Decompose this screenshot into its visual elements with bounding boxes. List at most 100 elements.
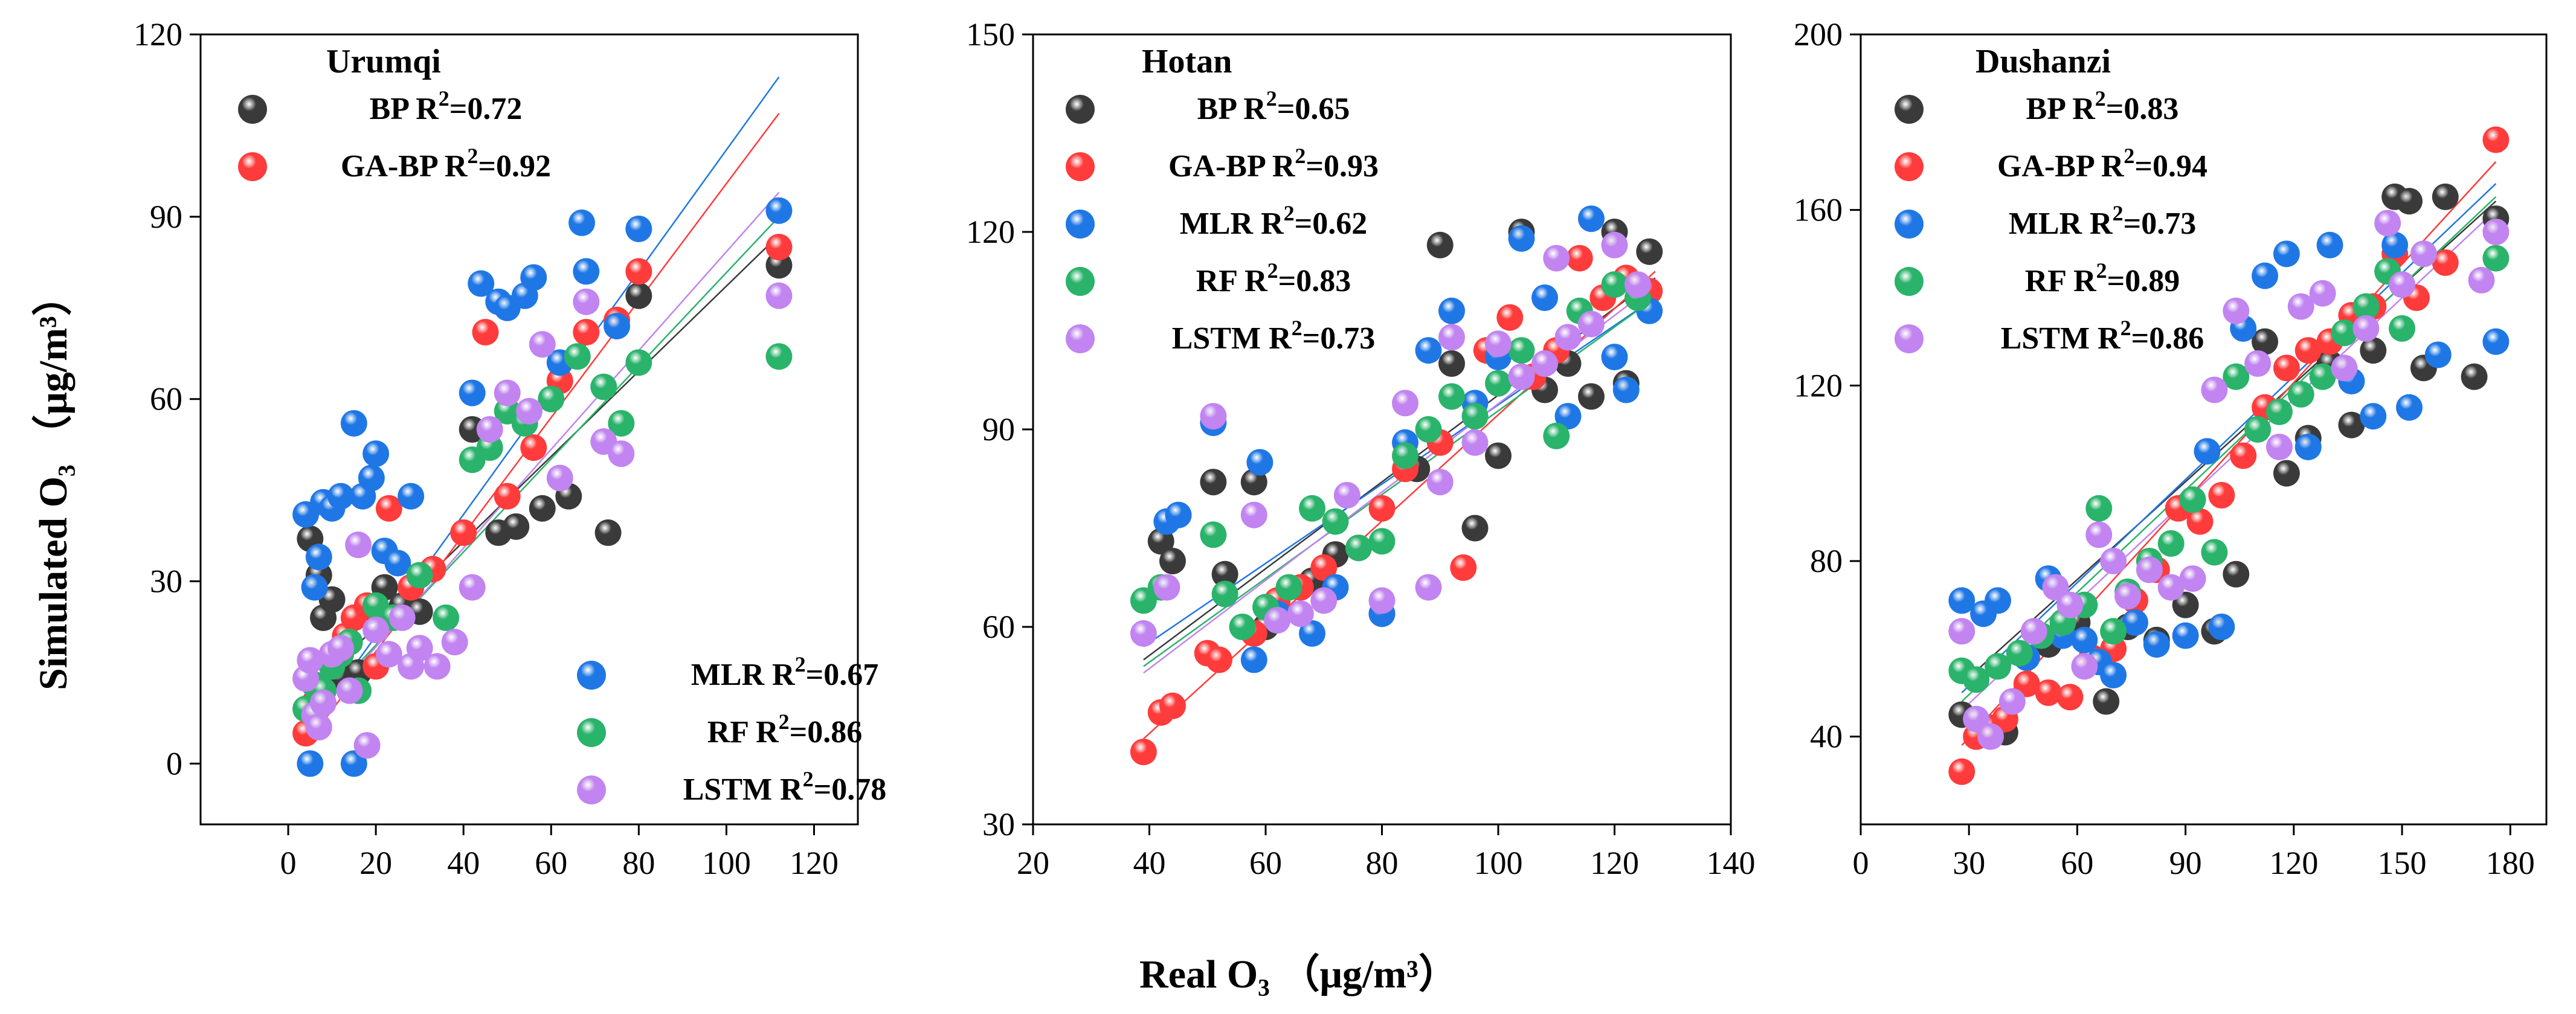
data-point-rf (1461, 403, 1489, 430)
plot-frame (1860, 33, 2548, 826)
data-point-lstm (2374, 210, 2401, 237)
data-point-lstm (765, 282, 793, 309)
data-point-lstm (2309, 280, 2336, 307)
data-point-rf (2201, 539, 2228, 566)
data-point-mlr (2252, 262, 2279, 289)
data-point-rf (1438, 383, 1465, 410)
legend-marker-ga-bp (1895, 152, 1924, 181)
y-tick-label: 160 (1794, 192, 1843, 228)
data-point-rf (1415, 416, 1442, 443)
data-point-lstm (327, 635, 355, 662)
x-tick-label: 0 (1853, 845, 1869, 881)
data-point-lstm (1264, 607, 1291, 634)
data-point-ga-bp (2294, 337, 2322, 364)
x-tick-label: 80 (622, 845, 655, 881)
data-point-rf (1200, 521, 1227, 548)
legend-label-bp: BP R2=0.83 (2026, 86, 2179, 126)
data-point-mlr (2424, 341, 2452, 368)
data-point-lstm (2244, 350, 2272, 377)
data-point-lstm (1531, 350, 1558, 377)
legend-label-mlr: MLR R2=0.62 (1180, 201, 1368, 241)
data-point-mlr (2396, 394, 2423, 421)
data-point-mlr (362, 440, 390, 467)
data-point-rf (1392, 442, 1418, 469)
data-point-mlr (2172, 622, 2199, 649)
y-tick-label: 120 (1794, 367, 1843, 403)
data-point-lstm (297, 647, 324, 674)
data-point-rf (1963, 666, 1990, 693)
legend-marker-bp (238, 95, 267, 124)
legend-label-lstm: LSTM R2=0.78 (683, 767, 887, 807)
data-point-lstm (388, 604, 416, 631)
data-point-bp (594, 519, 622, 547)
y-tick-label: 120 (966, 214, 1015, 250)
data-point-lstm (494, 379, 521, 406)
data-point-lstm (2114, 583, 2142, 610)
legend-marker-lstm (1895, 324, 1924, 353)
legend-marker-rf (1066, 267, 1095, 296)
legend-label-bp: BP R2=0.72 (370, 86, 523, 126)
legend-label-lstm: LSTM R2=0.86 (2001, 316, 2204, 356)
data-point-mlr (2194, 438, 2221, 465)
data-point-bp (2461, 363, 2488, 390)
panel-title: Hotan (1142, 43, 1232, 80)
data-point-bp (1578, 383, 1605, 410)
data-point-rf (1211, 580, 1238, 608)
y-tick-label: 150 (966, 16, 1015, 53)
legend-label-rf: RF R2=0.89 (2025, 258, 2180, 298)
data-point-ga-bp (625, 258, 652, 285)
data-point-rf (1368, 528, 1396, 555)
data-point-lstm (1130, 620, 1157, 647)
data-point-lstm (546, 464, 573, 492)
data-point-mlr (459, 379, 486, 406)
data-point-rf (406, 562, 433, 589)
data-point-ga-bp (1566, 245, 1593, 272)
data-point-lstm (2179, 565, 2206, 592)
data-point-mlr (1985, 587, 2011, 614)
data-point-lstm (1415, 574, 1442, 601)
data-point-lstm (2331, 355, 2358, 382)
data-point-rf (2352, 293, 2380, 320)
data-point-mlr (520, 264, 547, 291)
data-point-lstm (2389, 271, 2416, 298)
data-point-mlr (1554, 403, 1582, 430)
data-point-mlr (1948, 587, 1975, 614)
data-point-ga-bp (765, 234, 793, 261)
data-point-bp (1438, 350, 1465, 377)
data-point-lstm (2410, 240, 2437, 268)
data-point-rf (1508, 337, 1535, 364)
data-point-lstm (2157, 574, 2185, 601)
y-tick-label: 120 (134, 16, 182, 53)
data-point-ga-bp (1310, 554, 1338, 581)
y-tick-label: 40 (1810, 719, 1843, 755)
data-point-ga-bp (1450, 554, 1477, 581)
data-point-lstm (1392, 390, 1418, 417)
data-point-rf (590, 373, 617, 400)
data-point-mlr (1438, 297, 1465, 324)
data-point-lstm (2265, 434, 2293, 461)
data-point-ga-bp (1206, 646, 1232, 673)
data-point-lstm (2201, 376, 2228, 403)
data-point-ga-bp (1130, 739, 1157, 766)
data-point-lstm (1287, 600, 1314, 627)
y-tick-label: 30 (982, 806, 1015, 842)
data-point-bp (2360, 337, 2387, 364)
data-point-mlr (398, 483, 425, 510)
data-point-rf (2265, 398, 2293, 425)
data-point-lstm (2468, 266, 2495, 294)
x-tick-label: 120 (1590, 845, 1639, 881)
data-point-lstm (1485, 330, 1512, 358)
data-point-bp (2223, 560, 2250, 588)
data-point-bp (765, 252, 793, 279)
data-point-ga-bp (1368, 495, 1396, 522)
x-tick-label: 20 (359, 845, 392, 881)
data-point-rf (2309, 363, 2336, 390)
data-point-bp (1211, 560, 1238, 588)
data-point-mlr (2122, 609, 2148, 636)
data-point-bp (2172, 591, 2199, 618)
data-point-ga-bp (520, 434, 547, 461)
data-point-rf (2100, 618, 2127, 645)
legend-label-ga-bp: GA-BP R2=0.93 (1168, 144, 1379, 184)
x-tick-label: 120 (2269, 845, 2318, 881)
